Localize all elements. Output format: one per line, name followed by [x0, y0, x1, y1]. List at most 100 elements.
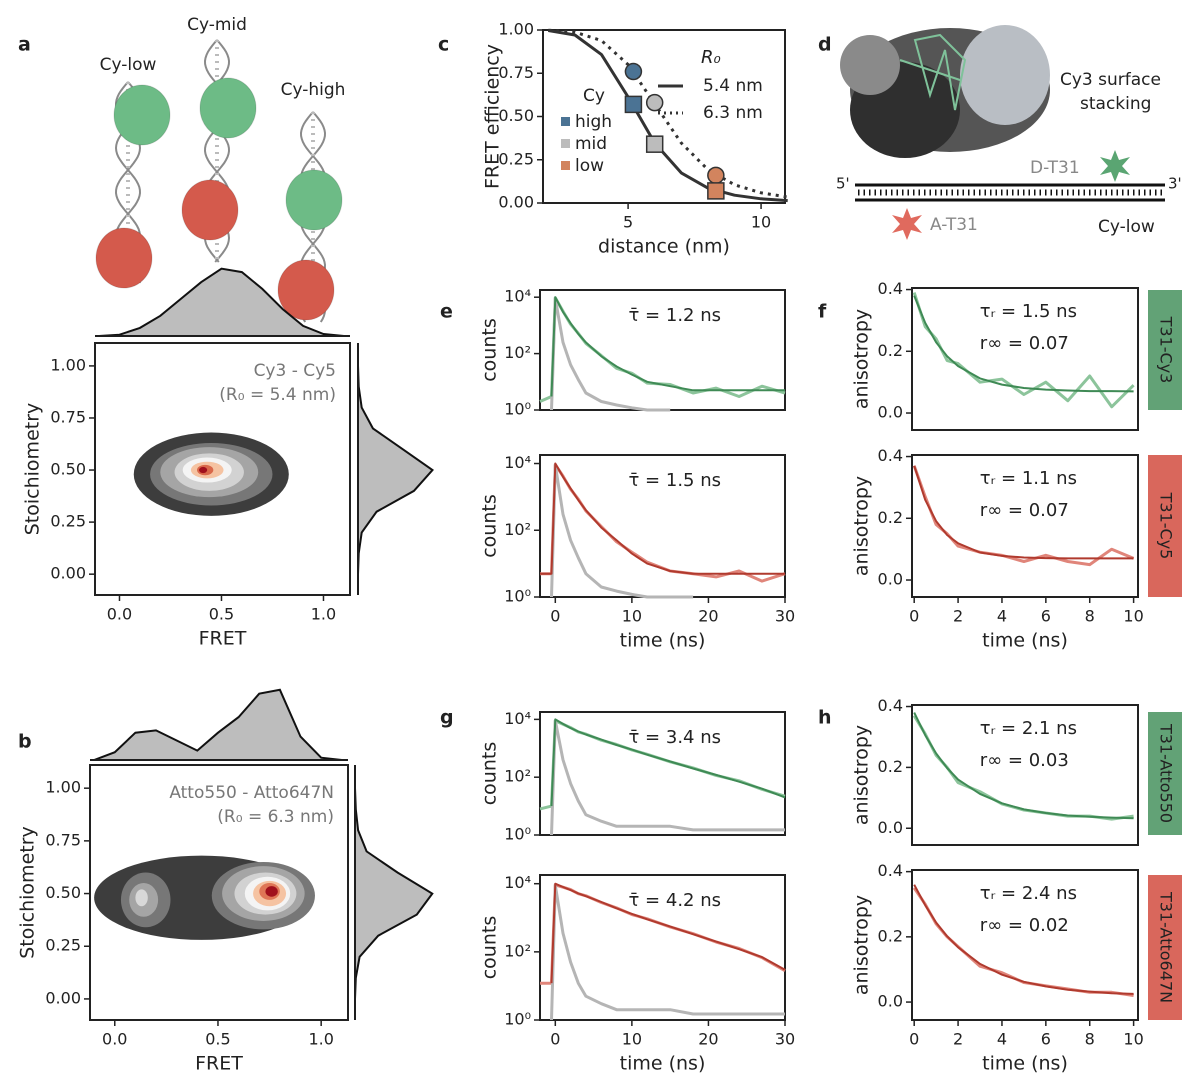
marginal-distribution — [354, 765, 434, 1020]
annotation: Cy3 - Cy5 — [254, 361, 336, 381]
y-tick-label: 0.50 — [498, 106, 534, 125]
marker-square — [707, 182, 725, 200]
x-tick-label: 2 — [953, 607, 963, 626]
plot-frame — [539, 874, 786, 1021]
y-tick-label: 0.4 — [878, 696, 903, 715]
y-axis-label: counts — [479, 318, 501, 382]
y-tick-label: 1.00 — [50, 355, 86, 374]
dye-cloud — [181, 179, 239, 241]
strand-label: Cy-low — [1098, 217, 1155, 237]
y-tick-label: 0.25 — [498, 149, 534, 168]
legend-label: high — [575, 112, 612, 132]
x-tick-label: 0.5 — [209, 605, 234, 624]
x-tick-label: 20 — [698, 607, 718, 626]
annotation: τ̄ = 1.2 ns — [629, 305, 722, 326]
y-tick-label: 0.00 — [50, 564, 86, 583]
y-tick-label: 1.00 — [45, 778, 81, 797]
x-tick-label: 8 — [1085, 607, 1095, 626]
series-line — [913, 884, 1134, 995]
x-tick-label: 1.0 — [311, 605, 336, 624]
x-axis-label: FRET — [199, 628, 247, 650]
y-axis-label: counts — [479, 494, 501, 558]
y-tick-label: 0.2 — [878, 757, 903, 776]
x-tick-label: 6 — [1041, 607, 1051, 626]
sample-tag-label: T31-Atto647N — [1157, 891, 1176, 1003]
marker-square — [645, 135, 664, 153]
protein-surface — [840, 35, 900, 95]
strand-end: 3' — [1168, 175, 1182, 193]
y-tick-label: 0.4 — [878, 861, 903, 880]
x-tick-label: 10 — [622, 607, 642, 626]
legend-label: 6.3 nm — [703, 103, 763, 123]
x-axis-label: time (ns) — [620, 1053, 706, 1073]
y-tick-label: 0.00 — [498, 193, 534, 212]
panel-letter: e — [440, 301, 453, 323]
panel-letter: b — [18, 731, 32, 753]
x-tick-label: 20 — [698, 1030, 718, 1049]
y-axis-label: anisotropy — [851, 309, 873, 409]
y-tick-label: 0.50 — [50, 460, 86, 479]
plot-frame — [911, 454, 1139, 598]
x-tick-label: 30 — [775, 607, 795, 626]
annotation: Atto550 - Atto647N — [169, 783, 334, 803]
dye-cloud — [277, 259, 335, 321]
density-contour — [199, 466, 208, 474]
annotation: τᵣ = 1.1 ns — [980, 468, 1077, 489]
marginal-distribution — [90, 688, 348, 761]
series-line — [913, 712, 1134, 820]
x-axis-label: time (ns) — [982, 1053, 1068, 1073]
y-tick-label: 10² — [504, 767, 531, 786]
series-line — [548, 28, 788, 199]
dye-model — [899, 33, 967, 111]
series-line — [913, 295, 1134, 393]
x-axis-label: time (ns) — [982, 630, 1068, 652]
y-axis-label: counts — [479, 742, 501, 806]
y-tick-label: 10⁴ — [504, 453, 531, 472]
plot-frame — [911, 287, 1139, 431]
y-axis-label: FRET efficiency — [482, 44, 504, 189]
panel-letter: d — [818, 34, 832, 56]
marker-circle — [707, 166, 725, 185]
x-axis-label: FRET — [195, 1053, 243, 1073]
annotation: r∞ = 0.07 — [980, 333, 1069, 354]
y-tick-label: 0.2 — [878, 926, 903, 945]
x-tick-label: 4 — [997, 607, 1007, 626]
panel-d-art — [840, 25, 1165, 240]
x-axis-label: distance (nm) — [598, 236, 730, 258]
x-tick-label: 5 — [623, 213, 633, 232]
annotation: (R₀ = 5.4 nm) — [219, 385, 336, 405]
density-contour — [135, 889, 148, 907]
series-line — [550, 883, 785, 1021]
series-line — [540, 462, 785, 575]
x-tick-label: 0 — [909, 1030, 919, 1049]
marker-circle — [624, 62, 643, 81]
x-tick-label: 10 — [751, 213, 771, 232]
y-tick-label: 10⁰ — [504, 587, 531, 606]
y-tick-label: 1.00 — [498, 20, 534, 39]
y-tick-label: 0.0 — [878, 992, 903, 1011]
series-line — [550, 297, 671, 412]
y-tick-label: 10⁴ — [504, 709, 531, 728]
legend-label: 5.4 nm — [703, 76, 763, 96]
x-tick-label: 6 — [1041, 1030, 1051, 1049]
y-tick-label: 0.0 — [878, 570, 903, 589]
marginal-distribution — [95, 267, 350, 337]
plot-frame — [911, 704, 1139, 846]
protein-surface — [960, 25, 1050, 125]
dye-label: A-T31 — [930, 215, 978, 235]
y-tick-label: 10⁰ — [504, 1010, 531, 1029]
series-line — [912, 292, 1135, 409]
x-tick-label: 0 — [550, 1030, 560, 1049]
x-tick-label: 0 — [550, 607, 560, 626]
panel-letter: g — [440, 707, 454, 729]
y-tick-label: 0.0 — [878, 403, 903, 422]
series-line — [550, 718, 786, 807]
x-tick-label: 0.0 — [102, 1030, 127, 1049]
x-axis-label: time (ns) — [620, 630, 706, 652]
legend-label: low — [575, 156, 604, 176]
dye-cloud — [95, 227, 153, 289]
panel-letter: a — [18, 34, 31, 56]
y-tick-label: 10² — [504, 343, 531, 362]
y-axis-label: anisotropy — [851, 725, 873, 825]
y-axis-label: anisotropy — [851, 476, 873, 576]
